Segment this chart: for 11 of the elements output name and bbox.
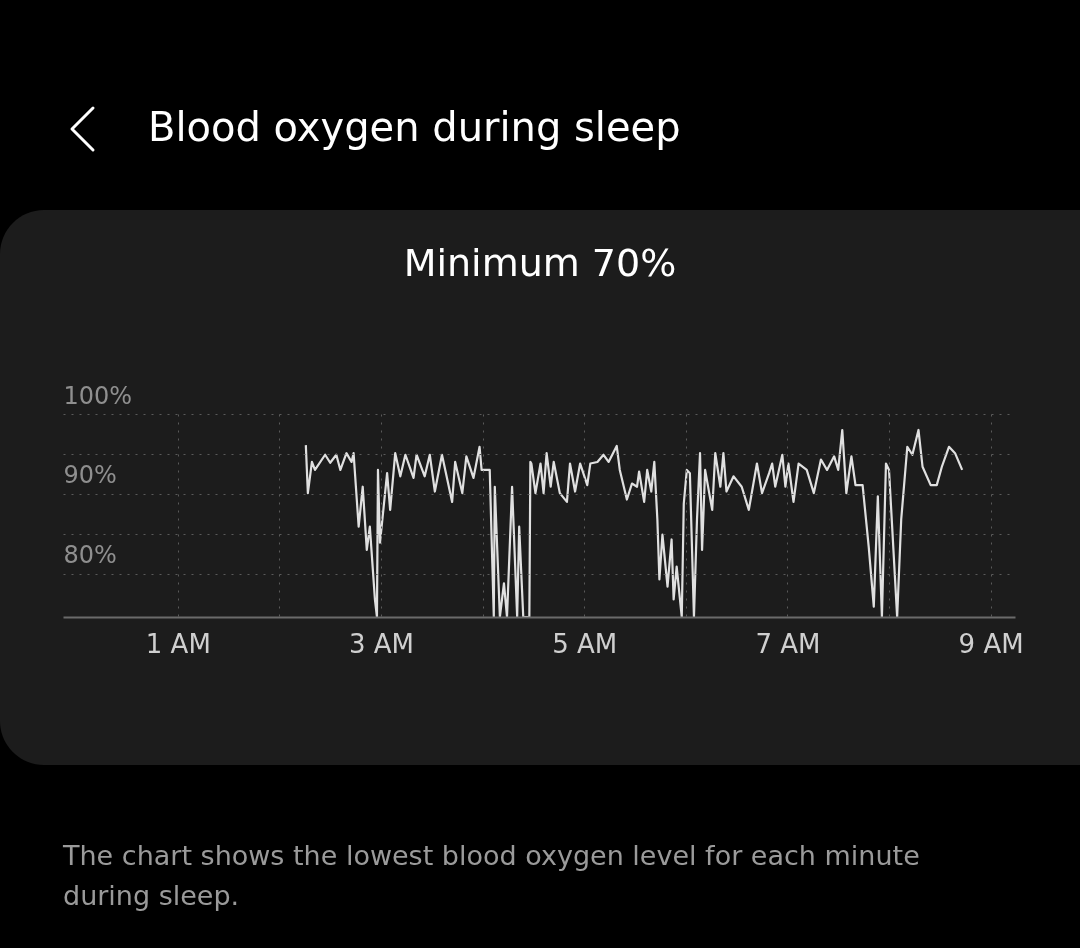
x-tick-label: 5 AM <box>552 628 618 659</box>
x-tick-label: 3 AM <box>349 628 415 659</box>
y-tick-label: 100% <box>63 381 133 410</box>
text: Minimum 70% <box>403 241 677 285</box>
x-tick-label: 7 AM <box>755 628 821 659</box>
x-tick-label: 1 AM <box>145 628 211 659</box>
chart-title: Blood oxygen during sleep <box>148 104 681 150</box>
text: The chart shows the lowest blood oxygen level for each minute during sleep. <box>62 840 920 911</box>
y-tick-label: 90% <box>63 461 117 490</box>
y-tick-label: 80% <box>63 541 117 570</box>
x-tick-label: 9 AM <box>958 628 1024 659</box>
